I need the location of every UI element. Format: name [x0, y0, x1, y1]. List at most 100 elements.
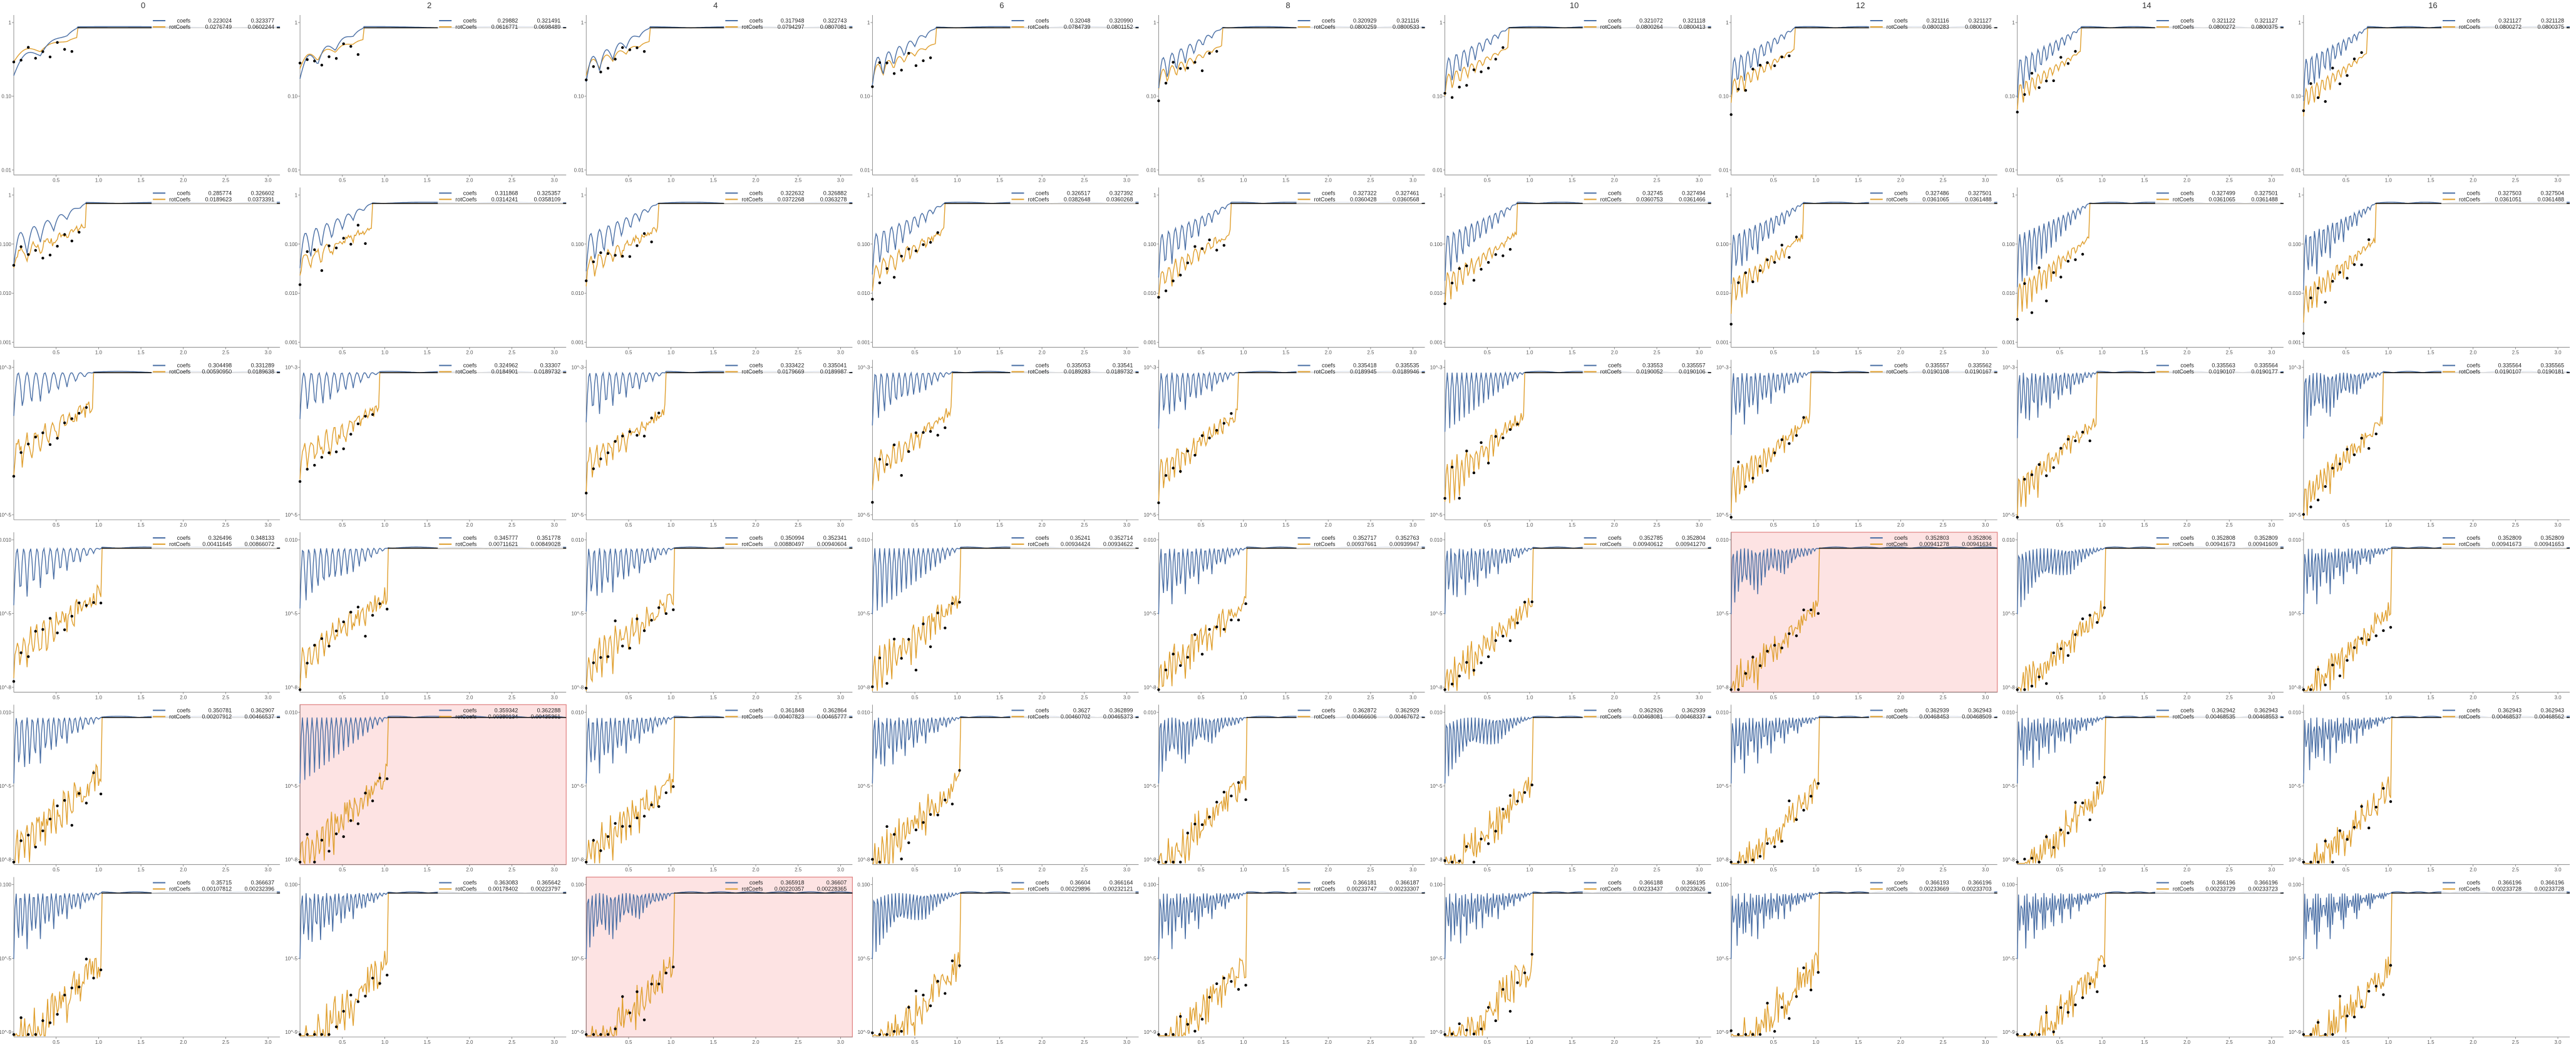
data-point [1450, 860, 1454, 864]
x-tick-label: 1.0 [954, 350, 961, 356]
x-tick-label: 1.0 [2099, 350, 2106, 356]
legend-label: rotCoefs [1028, 369, 1049, 375]
x-tick-label: 2.0 [466, 177, 473, 183]
data-point [2103, 606, 2106, 609]
x-tick-label: 1.5 [710, 1039, 718, 1045]
x-tick-label: 3.0 [1982, 177, 1989, 183]
data-point [2081, 252, 2084, 256]
data-point [2352, 1015, 2356, 1019]
data-point [386, 974, 389, 977]
y-tick-label: 0.010 [571, 709, 584, 715]
legend-value: 0.0190177 [2251, 369, 2278, 375]
data-point [56, 41, 59, 44]
data-point [48, 1021, 52, 1024]
legend-value: 0.00940604 [817, 541, 847, 547]
data-point [1443, 1033, 1446, 1036]
data-point [2059, 647, 2063, 651]
data-point [1215, 49, 1218, 53]
x-tick-label: 2.5 [1940, 694, 1947, 700]
legend-value: 0.29882 [498, 18, 518, 24]
x-tick-label: 1.5 [2427, 350, 2434, 356]
data-point [642, 629, 646, 632]
data-point [1200, 247, 1204, 250]
y-tick-label: 0.01 [1146, 167, 1157, 173]
data-point [2052, 846, 2055, 849]
rotcoefs-series [585, 372, 853, 492]
data-point [371, 413, 374, 416]
data-point [63, 799, 66, 802]
data-point [1766, 61, 1769, 64]
legend-box [1010, 18, 1136, 31]
coefs-series [1444, 371, 1711, 432]
x-tick-label: 2.5 [508, 1039, 516, 1045]
legend-value: 0.323377 [251, 18, 275, 24]
legend-box [438, 879, 564, 894]
data-point [78, 601, 81, 604]
legend-label: rotCoefs [455, 196, 477, 202]
data-point [334, 1025, 338, 1029]
x-tick-label: 2.0 [1039, 867, 1046, 873]
x-tick-label: 0.5 [53, 177, 60, 183]
x-tick-label: 1.5 [1569, 694, 1576, 700]
legend-value: 0.321127 [2255, 18, 2278, 24]
legend-box [1582, 535, 1708, 549]
data-point [2103, 776, 2106, 779]
x-tick-label: 2.0 [466, 867, 473, 873]
data-point [1795, 995, 1798, 998]
x-tick-label: 1.0 [1812, 867, 1820, 873]
legend-value: 0.00228365 [817, 886, 847, 892]
data-point [1802, 966, 1805, 969]
data-point [349, 819, 353, 822]
coefs-series [299, 891, 567, 959]
x-tick-label: 0.5 [1198, 694, 1205, 700]
x-tick-label: 2.5 [1940, 867, 1947, 873]
data-point [1737, 88, 1740, 91]
x-tick-label: 2.0 [1611, 522, 1619, 528]
data-point [1773, 845, 1776, 848]
x-tick-label: 2.0 [466, 522, 473, 528]
rotcoefs-series [1731, 372, 1997, 513]
y-tick-label: 10^-3 [571, 365, 584, 371]
data-point [664, 971, 668, 975]
legend-label: coefs [1608, 18, 1622, 24]
legend-value: 0.32048 [1070, 18, 1091, 24]
legend-value: 0.0360268 [1106, 196, 1133, 202]
data-point [92, 601, 95, 604]
y-tick-label: 10^-8 [2002, 684, 2015, 690]
data-point [1751, 656, 1754, 659]
x-tick-label: 0.5 [911, 177, 919, 183]
x-tick-label: 2.0 [752, 1039, 760, 1045]
x-tick-label: 3.0 [1409, 694, 1417, 700]
x-tick-label: 2.5 [222, 1039, 230, 1045]
coefs-series [299, 202, 567, 269]
x-tick-label: 2.0 [1611, 867, 1619, 873]
legend-label: coefs [2180, 190, 2194, 196]
data-point [614, 1027, 617, 1031]
legend-label: rotCoefs [2459, 541, 2481, 547]
y-tick-label: 0.010 [1716, 291, 1729, 296]
data-point [2302, 688, 2306, 691]
y-tick-label: 10^-5 [1144, 512, 1157, 518]
data-point [1472, 279, 1476, 282]
data-point [48, 55, 52, 59]
data-point [1486, 462, 1490, 465]
coefs-series [1158, 371, 1425, 429]
legend-value: 0.366181 [1353, 880, 1377, 886]
data-point [606, 66, 610, 70]
x-tick-label: 2.5 [1081, 350, 1088, 356]
data-point [1751, 1033, 1754, 1036]
y-tick-label: 10^-3 [1144, 365, 1157, 371]
data-point [1215, 800, 1218, 804]
legend-value: 0.0361051 [2495, 196, 2522, 202]
data-point [1802, 608, 1805, 612]
data-point [342, 237, 345, 240]
data-point [929, 430, 932, 433]
data-point [27, 46, 30, 49]
data-point [1443, 688, 1446, 691]
data-point [2367, 238, 2371, 241]
data-point [900, 68, 903, 72]
data-point [1780, 646, 1783, 649]
y-tick-label: 0.100 [285, 242, 298, 247]
